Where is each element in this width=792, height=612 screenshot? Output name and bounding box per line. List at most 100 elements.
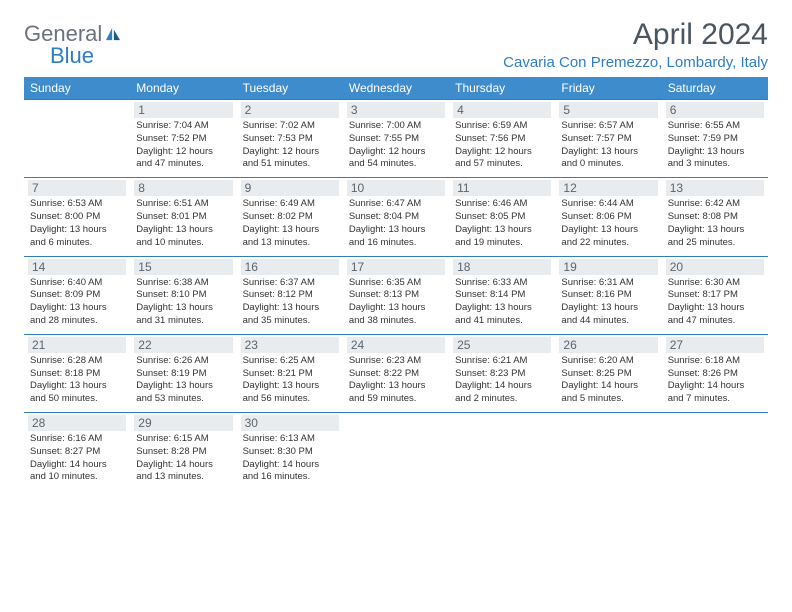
day-number: 26	[559, 337, 657, 353]
day-content: Sunrise: 6:37 AMSunset: 8:12 PMDaylight:…	[241, 277, 339, 328]
logo-sail-icon	[105, 27, 121, 44]
day-number: 7	[28, 180, 126, 196]
week-row: 7 Sunrise: 6:53 AMSunset: 8:00 PMDaylight…	[24, 178, 768, 256]
day-content: Sunrise: 6:30 AMSunset: 8:17 PMDaylight:…	[666, 277, 764, 328]
day-number: 30	[241, 415, 339, 431]
day-content: Sunrise: 6:18 AMSunset: 8:26 PMDaylight:…	[666, 355, 764, 406]
calendar-table: Sunday Monday Tuesday Wednesday Thursday…	[24, 77, 768, 491]
day-content: Sunrise: 6:16 AMSunset: 8:27 PMDaylight:…	[28, 433, 126, 484]
day-content: Sunrise: 6:46 AMSunset: 8:05 PMDaylight:…	[453, 198, 551, 249]
header: GeneralBlue April 2024 Cavaria Con Preme…	[24, 18, 768, 71]
day-content: Sunrise: 6:33 AMSunset: 8:14 PMDaylight:…	[453, 277, 551, 328]
col-wednesday: Wednesday	[343, 77, 449, 100]
day-cell: 12Sunrise: 6:44 AMSunset: 8:06 PMDayligh…	[555, 178, 661, 256]
day-number: 21	[28, 337, 126, 353]
day-number: 12	[559, 180, 657, 196]
day-number: 15	[134, 259, 232, 275]
day-cell	[24, 100, 130, 178]
day-cell	[449, 413, 555, 491]
day-number: 16	[241, 259, 339, 275]
day-cell: 15 Sunrise: 6:38 AMSunset: 8:10 PMDayligh…	[130, 256, 236, 334]
day-cell: 19Sunrise: 6:31 AMSunset: 8:16 PMDayligh…	[555, 256, 661, 334]
day-number: 17	[347, 259, 445, 275]
day-content: Sunrise: 6:38 AMSunset: 8:10 PMDaylight:…	[134, 277, 232, 328]
week-row: 1Sunrise: 7:04 AMSunset: 7:52 PMDaylight…	[24, 100, 768, 178]
day-content: Sunrise: 6:23 AMSunset: 8:22 PMDaylight:…	[347, 355, 445, 406]
day-cell: 28 Sunrise: 6:16 AMSunset: 8:27 PMDayligh…	[24, 413, 130, 491]
day-content: Sunrise: 6:31 AMSunset: 8:16 PMDaylight:…	[559, 277, 657, 328]
day-number: 23	[241, 337, 339, 353]
day-number: 9	[241, 180, 339, 196]
day-cell: 2 Sunrise: 7:02 AMSunset: 7:53 PMDaylight…	[237, 100, 343, 178]
day-cell: 1Sunrise: 7:04 AMSunset: 7:52 PMDaylight…	[130, 100, 236, 178]
day-number: 4	[453, 102, 551, 118]
day-cell: 26 Sunrise: 6:20 AMSunset: 8:25 PMDayligh…	[555, 334, 661, 412]
day-number: 28	[28, 415, 126, 431]
calendar-body: 1Sunrise: 7:04 AMSunset: 7:52 PMDaylight…	[24, 100, 768, 491]
day-content: Sunrise: 6:57 AMSunset: 7:57 PMDaylight:…	[559, 120, 657, 171]
day-number: 24	[347, 337, 445, 353]
day-content: Sunrise: 6:21 AMSunset: 8:23 PMDaylight:…	[453, 355, 551, 406]
title-block: April 2024 Cavaria Con Premezzo, Lombard…	[503, 18, 768, 71]
col-thursday: Thursday	[449, 77, 555, 100]
day-number: 5	[559, 102, 657, 118]
day-cell: 24 Sunrise: 6:23 AMSunset: 8:22 PMDayligh…	[343, 334, 449, 412]
day-content: Sunrise: 6:55 AMSunset: 7:59 PMDaylight:…	[666, 120, 764, 171]
day-cell	[343, 413, 449, 491]
day-content: Sunrise: 6:53 AMSunset: 8:00 PMDaylight:…	[28, 198, 126, 249]
day-number: 27	[666, 337, 764, 353]
day-cell: 17 Sunrise: 6:35 AMSunset: 8:13 PMDayligh…	[343, 256, 449, 334]
day-cell: 6 Sunrise: 6:55 AMSunset: 7:59 PMDaylight…	[662, 100, 768, 178]
col-monday: Monday	[130, 77, 236, 100]
logo: GeneralBlue	[24, 24, 121, 67]
day-cell: 8 Sunrise: 6:51 AMSunset: 8:01 PMDaylight…	[130, 178, 236, 256]
day-content: Sunrise: 6:40 AMSunset: 8:09 PMDaylight:…	[28, 277, 126, 328]
day-number: 3	[347, 102, 445, 118]
day-number: 11	[453, 180, 551, 196]
day-header-row: Sunday Monday Tuesday Wednesday Thursday…	[24, 77, 768, 100]
day-content: Sunrise: 6:20 AMSunset: 8:25 PMDaylight:…	[559, 355, 657, 406]
location: Cavaria Con Premezzo, Lombardy, Italy	[503, 54, 768, 71]
col-tuesday: Tuesday	[237, 77, 343, 100]
month-title: April 2024	[503, 18, 768, 52]
day-cell: 3Sunrise: 7:00 AMSunset: 7:55 PMDaylight…	[343, 100, 449, 178]
day-content: Sunrise: 6:51 AMSunset: 8:01 PMDaylight:…	[134, 198, 232, 249]
day-cell: 25Sunrise: 6:21 AMSunset: 8:23 PMDayligh…	[449, 334, 555, 412]
week-row: 28 Sunrise: 6:16 AMSunset: 8:27 PMDayligh…	[24, 413, 768, 491]
day-number: 6	[666, 102, 764, 118]
week-row: 21 Sunrise: 6:28 AMSunset: 8:18 PMDayligh…	[24, 334, 768, 412]
day-cell: 14 Sunrise: 6:40 AMSunset: 8:09 PMDayligh…	[24, 256, 130, 334]
day-cell: 29Sunrise: 6:15 AMSunset: 8:28 PMDayligh…	[130, 413, 236, 491]
day-cell: 30 Sunrise: 6:13 AMSunset: 8:30 PMDayligh…	[237, 413, 343, 491]
day-cell: 27 Sunrise: 6:18 AMSunset: 8:26 PMDayligh…	[662, 334, 768, 412]
day-cell	[662, 413, 768, 491]
week-row: 14 Sunrise: 6:40 AMSunset: 8:09 PMDayligh…	[24, 256, 768, 334]
day-content: Sunrise: 6:59 AMSunset: 7:56 PMDaylight:…	[453, 120, 551, 171]
day-cell: 7 Sunrise: 6:53 AMSunset: 8:00 PMDaylight…	[24, 178, 130, 256]
day-number: 2	[241, 102, 339, 118]
day-content: Sunrise: 6:42 AMSunset: 8:08 PMDaylight:…	[666, 198, 764, 249]
col-saturday: Saturday	[662, 77, 768, 100]
day-content: Sunrise: 6:35 AMSunset: 8:13 PMDaylight:…	[347, 277, 445, 328]
day-cell: 23Sunrise: 6:25 AMSunset: 8:21 PMDayligh…	[237, 334, 343, 412]
day-cell: 20 Sunrise: 6:30 AMSunset: 8:17 PMDayligh…	[662, 256, 768, 334]
day-cell: 16 Sunrise: 6:37 AMSunset: 8:12 PMDayligh…	[237, 256, 343, 334]
day-cell	[555, 413, 661, 491]
day-number: 8	[134, 180, 232, 196]
day-content: Sunrise: 7:02 AMSunset: 7:53 PMDaylight:…	[241, 120, 339, 171]
day-content: Sunrise: 6:47 AMSunset: 8:04 PMDaylight:…	[347, 198, 445, 249]
day-cell: 9 Sunrise: 6:49 AMSunset: 8:02 PMDaylight…	[237, 178, 343, 256]
day-content: Sunrise: 7:04 AMSunset: 7:52 PMDaylight:…	[134, 120, 232, 171]
col-sunday: Sunday	[24, 77, 130, 100]
day-number: 29	[134, 415, 232, 431]
col-friday: Friday	[555, 77, 661, 100]
day-content: Sunrise: 6:13 AMSunset: 8:30 PMDaylight:…	[241, 433, 339, 484]
day-number: 22	[134, 337, 232, 353]
day-number: 14	[28, 259, 126, 275]
day-cell: 10Sunrise: 6:47 AMSunset: 8:04 PMDayligh…	[343, 178, 449, 256]
day-content: Sunrise: 6:28 AMSunset: 8:18 PMDaylight:…	[28, 355, 126, 406]
day-number: 20	[666, 259, 764, 275]
day-cell: 21 Sunrise: 6:28 AMSunset: 8:18 PMDayligh…	[24, 334, 130, 412]
day-cell: 5 Sunrise: 6:57 AMSunset: 7:57 PMDaylight…	[555, 100, 661, 178]
day-content: Sunrise: 6:49 AMSunset: 8:02 PMDaylight:…	[241, 198, 339, 249]
